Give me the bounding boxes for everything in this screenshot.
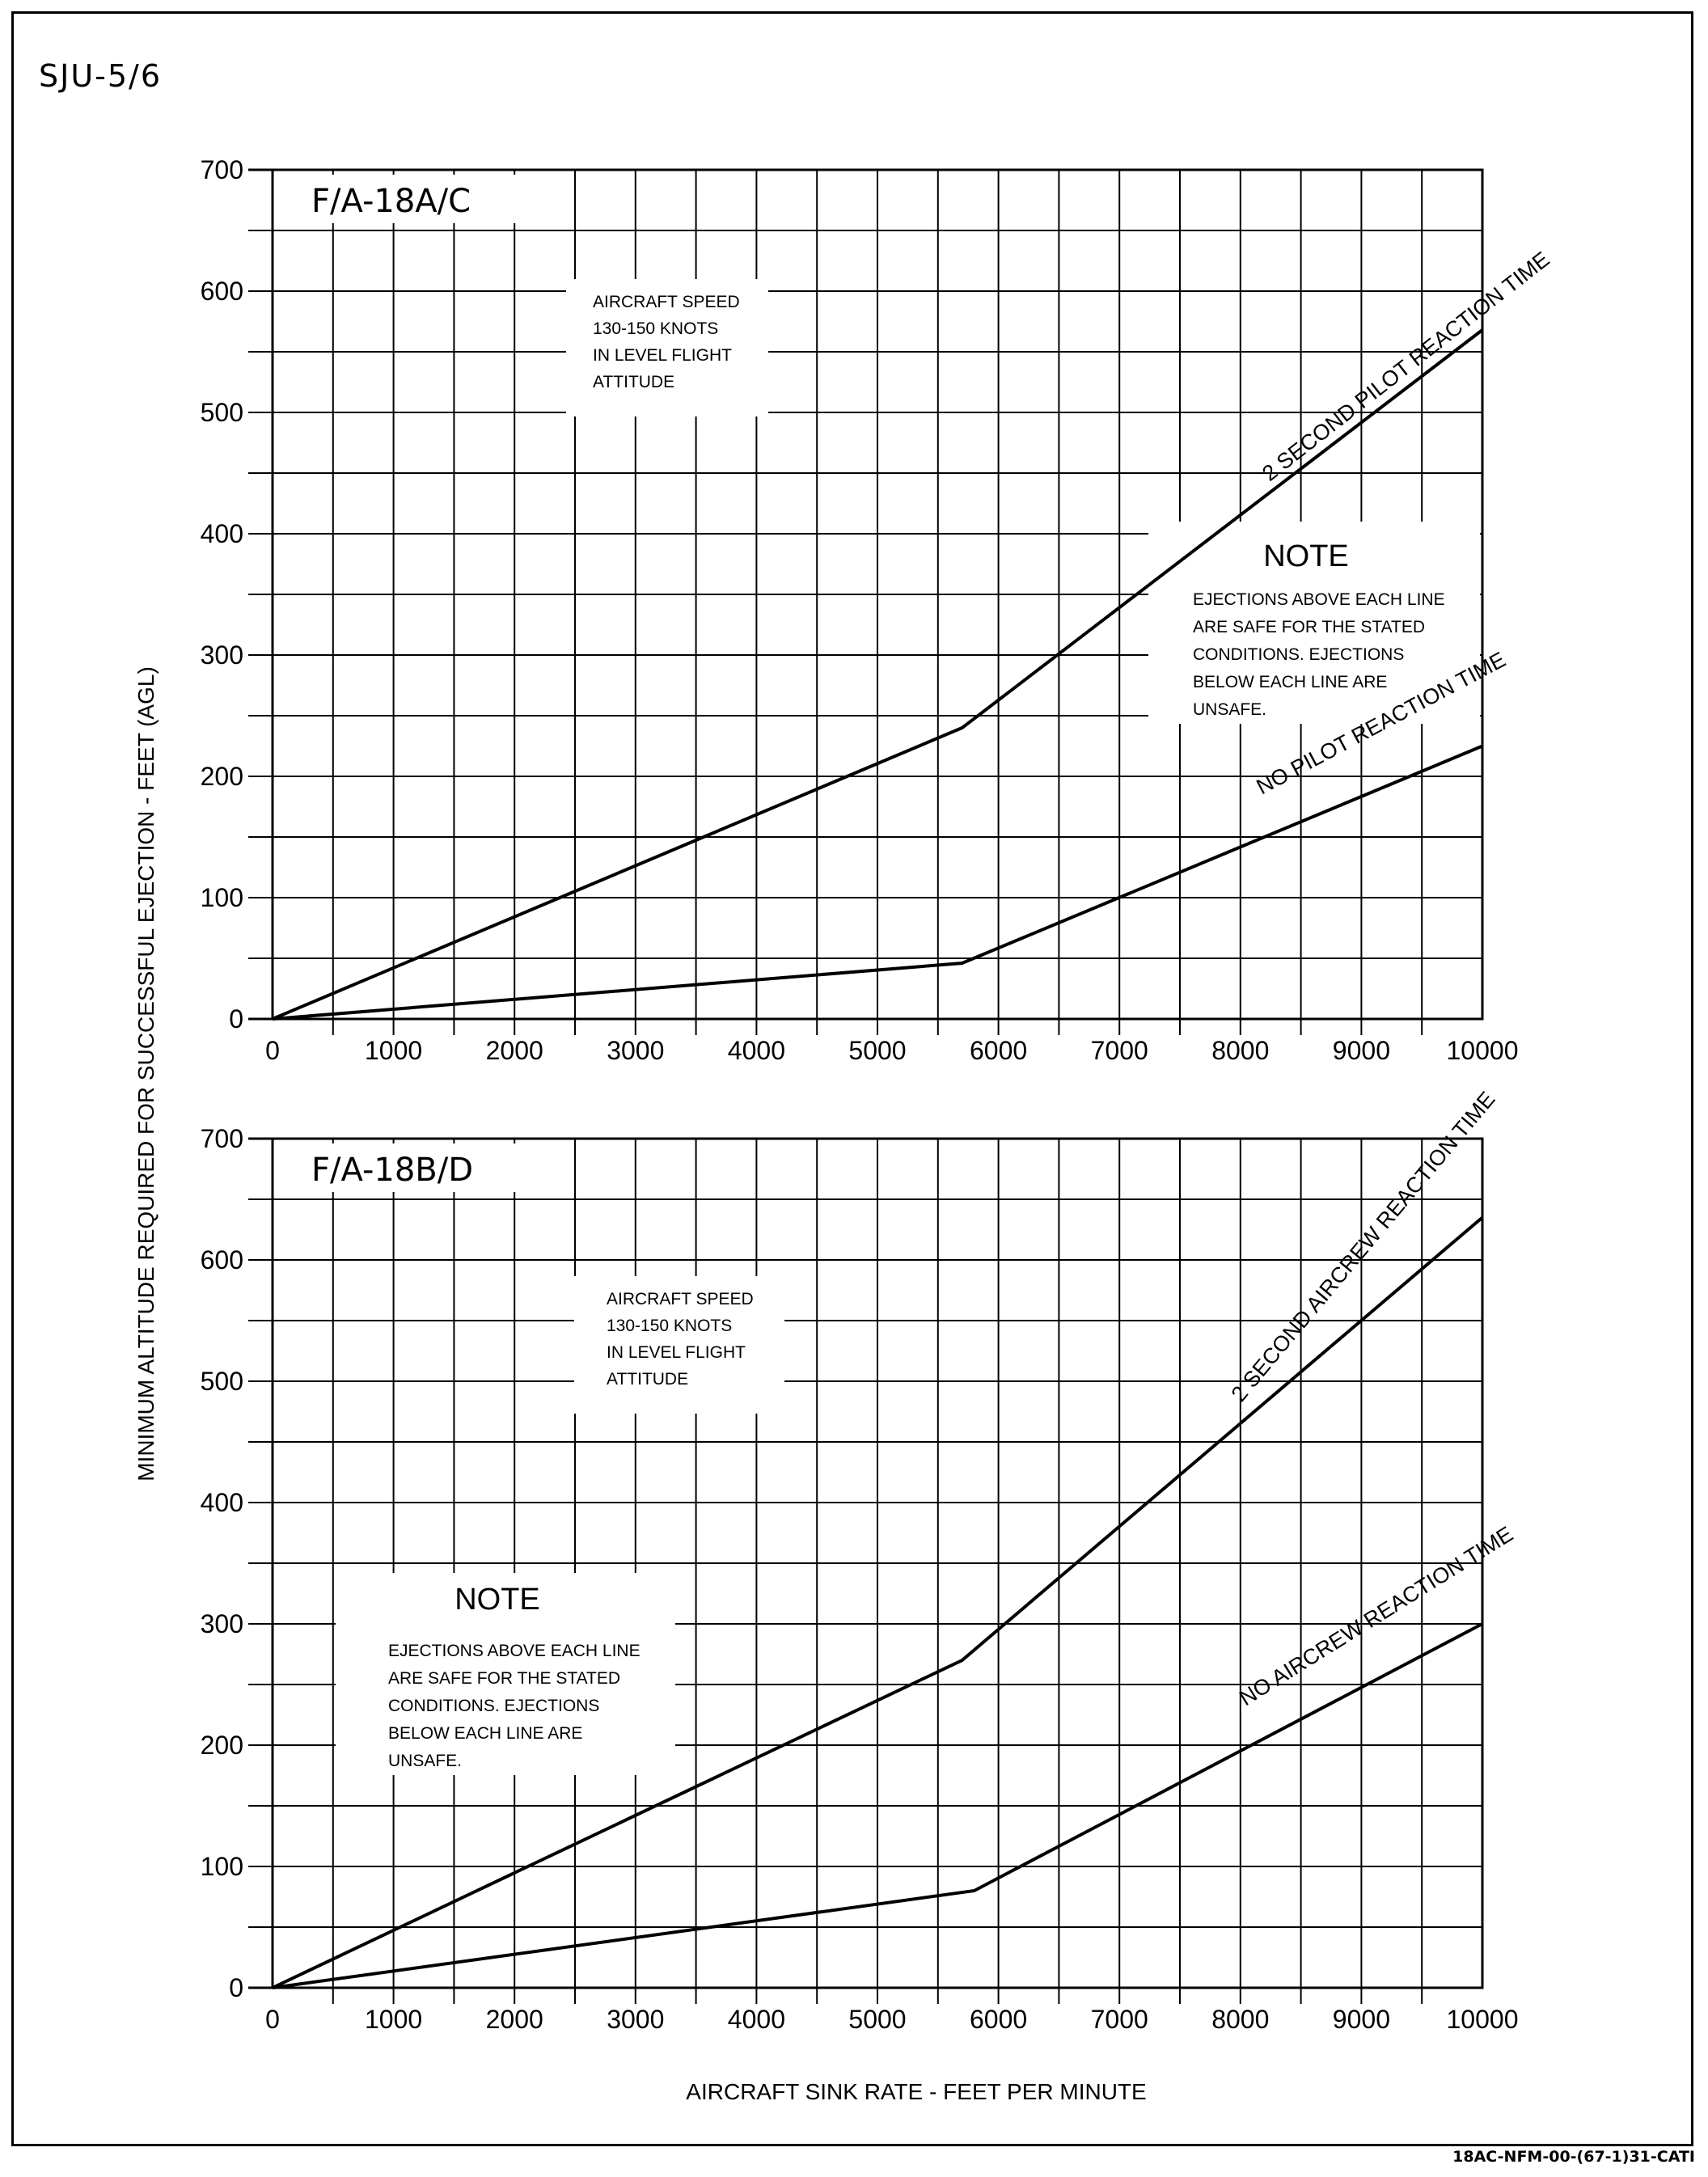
note-line: CONDITIONS. EJECTIONS [1193,645,1404,664]
figure-frame [11,11,1693,2146]
x-tick-label: 8000 [1211,2005,1269,2034]
x-tick-label: 3000 [607,1036,664,1065]
x-tick-label: 4000 [728,2005,785,2034]
x-axis-title: AIRCRAFT SINK RATE - FEET PER MINUTE [686,2079,1146,2104]
chart-title: F/A-18A/C [311,183,471,220]
chart-panel-2: 0 1000 2000 3000 4000 5000 6000 7000 8000 9000 100… [201,1087,1519,2034]
plot-frame [271,168,1484,1021]
y-tick-label: 400 [201,1488,243,1517]
x-tick-label: 10000 [1447,1036,1519,1065]
x-tick-label: 1000 [365,2005,422,2034]
x-tick-label: 4000 [728,1036,785,1065]
speed-note-box [574,1276,784,1414]
x-tick-label: 9000 [1333,2005,1390,2034]
plot-frame [271,1137,1484,1989]
x-tick-label: 8000 [1211,1036,1269,1065]
y-tick-label: 100 [201,1852,243,1881]
series-line [272,1215,1484,1989]
series-line [272,1622,1483,1989]
speed-note-line: AIRCRAFT SPEED [593,293,740,311]
x-tick-label: 5000 [848,2005,906,2034]
document-code: 18AC-NFM-00-(67-1)31-CATI [1452,2148,1695,2166]
chart-title-box [297,1143,556,1192]
speed-note-line: 130-150 KNOTS [593,319,718,338]
y-tick-label: 600 [201,277,243,306]
y-tick-label: 0 [229,1973,243,2002]
x-tick-label: 7000 [1091,1036,1148,1065]
speed-note-line: 130-150 KNOTS [607,1317,732,1335]
x-tick-label: 6000 [970,2005,1027,2034]
y-axis-title: MINIMUM ALTITUDE REQUIRED FOR SUCCESSFUL… [133,666,159,1482]
speed-note-line: ATTITUDE [607,1370,688,1389]
y-tick-label: 300 [201,640,243,670]
note-line: UNSAFE. [388,1752,462,1770]
x-tick-label: 3000 [607,2005,664,2034]
speed-note-line: IN LEVEL FLIGHT [607,1343,746,1362]
y-tick-label: 500 [201,398,243,427]
y-tick-label: 500 [201,1367,243,1396]
y-tick-label: 300 [201,1609,243,1638]
x-tick-label: 6000 [970,1036,1027,1065]
x-tick-label: 2000 [486,1036,543,1065]
y-tick-label: 0 [229,1004,243,1034]
x-tick-label: 1000 [365,1036,422,1065]
chart-title: F/A-18B/D [311,1152,473,1189]
x-tick-label: 9000 [1333,1036,1390,1065]
y-tick-label: 400 [201,519,243,548]
speed-note-line: AIRCRAFT SPEED [607,1290,754,1308]
y-tick-label: 700 [201,1124,243,1153]
note-box [1148,522,1480,724]
note-line: EJECTIONS ABOVE EACH LINE [388,1642,640,1660]
x-tick-label: 0 [265,2005,280,2034]
speed-note-line: IN LEVEL FLIGHT [593,346,732,365]
y-tick-label: 200 [201,762,243,791]
x-tick-label: 10000 [1447,2005,1519,2034]
series-label: 2 SECOND AIRCREW REACTION TIME [1227,1087,1500,1406]
chart-title-box [297,175,556,223]
note-heading: NOTE [454,1583,540,1617]
note-line: EJECTIONS ABOVE EACH LINE [1193,590,1445,609]
note-line: ARE SAFE FOR THE STATED [388,1669,620,1688]
y-tick-label: 600 [201,1245,243,1274]
note-line: ARE SAFE FOR THE STATED [1193,618,1425,636]
x-tick-label: 2000 [486,2005,543,2034]
x-tick-label: 5000 [848,1036,906,1065]
series-label: 2 SECOND PILOT REACTION TIME [1258,247,1554,486]
speed-note-line: ATTITUDE [593,373,674,391]
series-line [272,744,1483,1021]
note-line: CONDITIONS. EJECTIONS [388,1697,599,1715]
y-tick-label: 200 [201,1731,243,1760]
y-tick-label: 700 [201,155,243,184]
series-line [272,328,1484,1021]
figure-id: SJU-5/6 [39,58,163,94]
x-tick-label: 0 [265,1036,280,1065]
speed-note-box [566,279,768,416]
y-tick-label: 100 [201,883,243,912]
series-label: NO AIRCREW REACTION TIME [1235,1522,1517,1710]
note-line: BELOW EACH LINE ARE [1193,673,1387,691]
chart-panel-1: 0 1000 2000 3000 4000 5000 6000 7000 8000 9000 100… [201,155,1554,1065]
x-tick-label: 7000 [1091,2005,1148,2034]
note-line: BELOW EACH LINE ARE [388,1724,582,1743]
note-box [336,1573,675,1775]
note-heading: NOTE [1263,539,1349,573]
note-line: UNSAFE. [1193,700,1266,719]
